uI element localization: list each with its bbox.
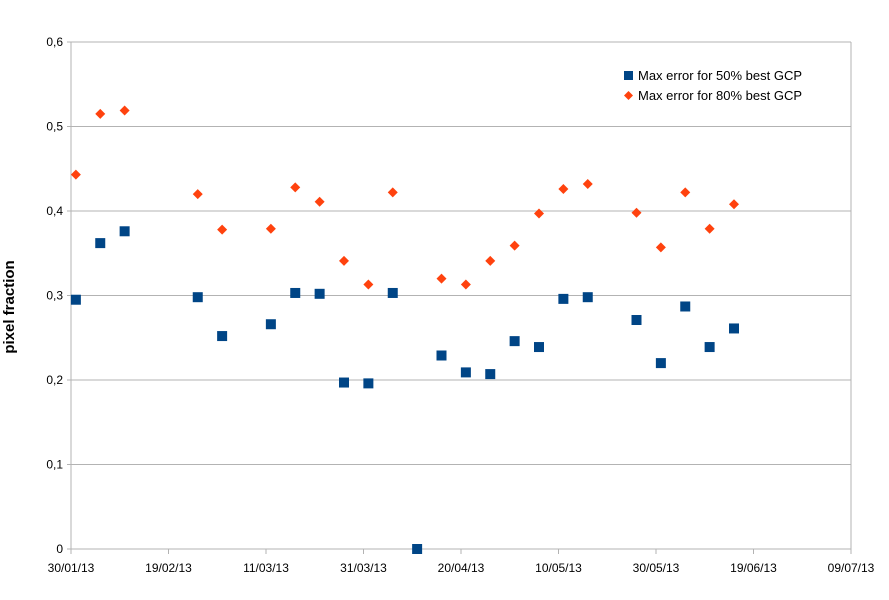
point-series-1 [680, 301, 691, 312]
y-tick-label: 0,3 [46, 289, 63, 303]
point-series-2 [631, 207, 642, 218]
y-tick-label: 0 [56, 542, 63, 556]
point-series-1 [412, 544, 423, 554]
y-axis-label: pixel fraction [1, 260, 18, 353]
point-series-1 [729, 323, 739, 334]
point-series-2 [534, 208, 544, 219]
point-series-2 [119, 105, 130, 116]
point-series-1 [217, 331, 228, 342]
point-series-1 [339, 377, 349, 388]
point-series-1 [387, 287, 398, 298]
point-series-2 [704, 223, 715, 234]
point-series-1 [582, 292, 593, 303]
legend-marker-series-2 [624, 91, 633, 100]
point-series-2 [460, 279, 471, 290]
point-series-2 [558, 184, 569, 195]
point-series-2 [290, 182, 301, 193]
point-series-2 [729, 199, 739, 210]
point-series-1 [485, 369, 496, 380]
legend-marker-series-1 [624, 71, 633, 80]
point-series-1 [95, 238, 106, 249]
point-series-2 [339, 255, 349, 266]
point-series-2 [582, 178, 593, 189]
point-series-2 [655, 242, 666, 253]
point-series-2 [680, 187, 691, 198]
legend-label-series-1: Max error for 50% best GCP [638, 68, 802, 83]
point-series-1 [558, 293, 569, 304]
point-series-1 [265, 319, 276, 330]
point-series-1 [655, 358, 666, 369]
x-tick-label: 19/02/13 [145, 561, 192, 575]
point-series-1 [460, 367, 471, 378]
y-tick-labels: 0 0,1 0,2 0,3 0,4 0,5 0,6 [46, 35, 63, 556]
y-tick-label: 0,2 [46, 373, 63, 387]
point-series-2 [387, 187, 398, 198]
point-series-1 [631, 315, 642, 326]
y-tick-label: 0,1 [46, 458, 63, 472]
point-series-2 [217, 224, 228, 235]
grid-lines [67, 41, 851, 550]
point-series-2 [363, 279, 374, 290]
point-series-2 [485, 255, 496, 266]
point-series-2 [265, 223, 276, 234]
axes [70, 42, 852, 554]
point-series-1 [436, 350, 447, 361]
x-tick-label: 31/03/13 [340, 561, 387, 575]
x-tick-label: 30/01/13 [48, 561, 95, 575]
point-series-1 [509, 336, 520, 347]
point-series-1 [119, 226, 130, 237]
point-series-2 [436, 273, 447, 284]
x-tick-label: 11/03/13 [243, 561, 289, 575]
point-series-1 [704, 342, 715, 353]
point-series-1 [314, 288, 325, 299]
point-series-1 [363, 378, 374, 389]
legend-label-series-2: Max error for 80% best GCP [638, 88, 802, 103]
x-tick-labels: 30/01/13 19/02/13 11/03/13 31/03/13 20/04/13… [48, 561, 875, 575]
point-series-1 [70, 294, 81, 305]
y-tick-label: 0,4 [46, 204, 63, 218]
point-series-1 [192, 292, 203, 303]
x-tick-label: 30/05/13 [633, 561, 680, 575]
y-tick-label: 0,6 [46, 35, 63, 49]
x-tick-label: 09/07/13 [828, 561, 875, 575]
point-series-2 [95, 108, 106, 119]
point-series-2 [314, 196, 325, 207]
legend: Max error for 50% best GCP Max error for… [624, 68, 802, 103]
y-tick-label: 0,5 [46, 120, 63, 134]
x-tick-label: 20/04/13 [438, 561, 485, 575]
x-tick-label: 19/06/13 [730, 561, 777, 575]
x-tick-label: 10/05/13 [535, 561, 582, 575]
data-points [70, 105, 739, 554]
point-series-2 [192, 189, 203, 200]
point-series-2 [70, 169, 81, 180]
point-series-1 [534, 342, 544, 353]
point-series-2 [509, 240, 520, 251]
point-series-1 [290, 287, 301, 298]
